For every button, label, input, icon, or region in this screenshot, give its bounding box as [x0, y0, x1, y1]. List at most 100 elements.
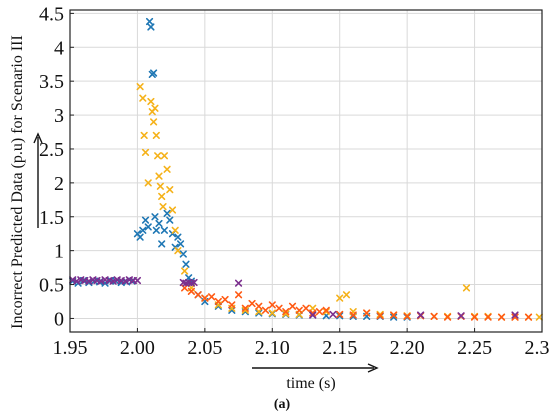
x-tick-label: 2.05: [187, 337, 222, 359]
data-point: [221, 295, 229, 304]
data-point: [158, 192, 166, 201]
data-point: [150, 118, 158, 126]
data-point: [166, 216, 174, 224]
series-4: [69, 276, 519, 320]
data-point: [535, 313, 543, 321]
data-point: [315, 308, 324, 316]
data-point: [309, 311, 317, 319]
data-point: [282, 308, 290, 316]
data-point: [309, 309, 317, 317]
data-point: [158, 240, 166, 248]
data-point: [255, 302, 263, 310]
data-point: [457, 312, 465, 320]
data-point: [152, 131, 160, 140]
data-point: [255, 308, 263, 316]
data-point: [155, 219, 163, 228]
data-point: [194, 291, 202, 299]
data-point: [144, 179, 152, 187]
data-point: [85, 278, 93, 287]
data-point: [336, 312, 344, 320]
data-point: [139, 226, 147, 234]
data-point: [282, 310, 290, 318]
x-tick-label: 2.00: [120, 337, 155, 359]
data-point: [160, 152, 168, 160]
data-point: [139, 94, 147, 102]
data-point: [171, 226, 179, 234]
data-point: [150, 69, 158, 77]
data-point: [511, 313, 519, 321]
data-point: [336, 310, 344, 318]
data-point: [363, 309, 371, 317]
data-point: [160, 226, 168, 234]
data-point: [163, 209, 171, 217]
data-point: [484, 313, 492, 321]
data-point: [349, 311, 357, 319]
data-point: [302, 304, 310, 312]
data-point: [174, 233, 182, 241]
data-point: [430, 312, 438, 321]
data-point: [141, 216, 150, 224]
data-point: [329, 310, 337, 318]
data-point: [268, 301, 276, 309]
x-tick-label: 1.95: [53, 337, 88, 359]
data-point: [470, 313, 479, 321]
data-point: [462, 284, 471, 292]
data-point: [151, 213, 159, 221]
figure-caption: (a): [274, 397, 291, 412]
x-tick-label: 2.20: [390, 337, 425, 359]
data-point: [147, 97, 155, 106]
data-point: [417, 311, 425, 319]
data-point: [136, 83, 144, 91]
y-tick-label: 3: [54, 105, 64, 127]
data-point: [190, 278, 198, 287]
data-point: [152, 226, 160, 234]
data-point: [182, 260, 190, 268]
data-point: [156, 182, 164, 190]
y-tick-label: 4: [54, 37, 64, 59]
y-tick-label: 4.5: [39, 3, 64, 25]
data-point: [166, 186, 174, 194]
y-tick-label: 0.5: [39, 275, 64, 297]
data-point: [234, 291, 243, 299]
y-tick-label: 2.5: [39, 139, 64, 161]
series-1: [69, 17, 411, 321]
data-point: [376, 312, 384, 320]
data-point: [163, 165, 171, 173]
data-point: [174, 247, 182, 255]
data-point: [144, 223, 152, 231]
x-tick-label: 2.30: [525, 337, 550, 359]
data-point: [136, 233, 144, 241]
data-point: [181, 267, 189, 275]
data-point: [201, 294, 209, 302]
data-point: [179, 250, 187, 258]
data-point: [155, 172, 163, 180]
data-point: [275, 304, 283, 312]
data-point: [288, 302, 297, 310]
data-point: [241, 306, 249, 314]
data-point: [208, 293, 216, 301]
data-point: [524, 313, 533, 321]
y-axis-label: Incorrect Predicted Data (p.u) for Scena…: [9, 35, 26, 329]
data-point: [228, 306, 236, 314]
data-point: [133, 276, 142, 285]
y-tick-label: 1: [54, 241, 64, 263]
data-point: [159, 202, 167, 211]
data-point: [376, 310, 384, 318]
data-point: [214, 297, 222, 306]
data-point: [261, 306, 270, 314]
y-tick-label: 0: [54, 308, 64, 330]
data-point: [228, 301, 236, 309]
data-point: [497, 313, 506, 321]
data-point: [168, 206, 177, 214]
x-axis-arrow: [252, 363, 379, 373]
data-point: [248, 299, 256, 308]
x-tick-label: 2.15: [322, 337, 357, 359]
y-tick-label: 1.5: [39, 207, 64, 229]
data-point: [295, 306, 303, 314]
x-axis-label: time (s): [286, 375, 335, 392]
x-tick-label: 2.25: [457, 337, 492, 359]
y-axis-ticks: 0 0.5 1 1.5 2 2.5 3 3.5 4 4.5: [39, 3, 74, 330]
data-point: [268, 309, 276, 317]
data-point: [147, 23, 155, 31]
